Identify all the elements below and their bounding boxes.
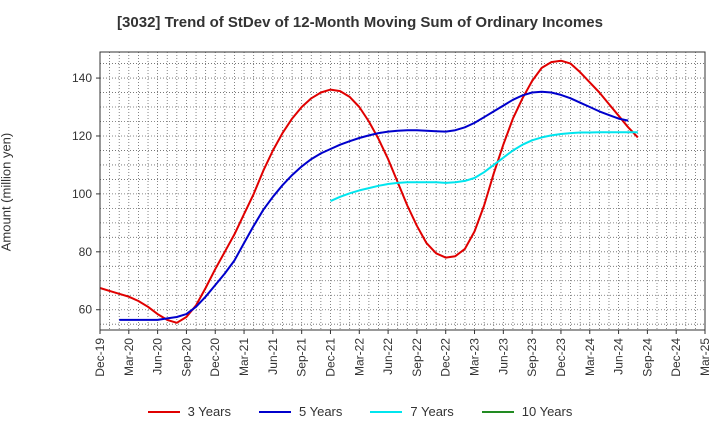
series-line-7-years (330, 131, 638, 203)
x-tick-label: Dec-23 (554, 338, 568, 377)
x-tick-label: Mar-25 (698, 338, 712, 376)
x-tick-label: Dec-20 (208, 338, 222, 377)
x-tick-label: Mar-20 (122, 338, 136, 376)
x-tick-label: Sep-24 (640, 338, 654, 377)
legend-item-5-years: 5 Years (259, 404, 342, 419)
legend-swatch (259, 410, 291, 413)
y-tick-label: 60 (79, 303, 93, 317)
x-tick-label: Sep-21 (295, 338, 309, 377)
legend-item-7-years: 7 Years (370, 404, 454, 419)
x-tick-label: Mar-22 (352, 338, 366, 376)
legend-swatch (147, 410, 180, 413)
legend-label: 5 Years (299, 404, 343, 419)
y-tick-label: 140 (72, 71, 92, 85)
x-tick-label: Mar-24 (583, 338, 597, 376)
series-line-5-years (119, 90, 629, 321)
legend-label: 7 Years (410, 404, 454, 419)
legend-swatch (370, 410, 403, 413)
x-tick-label: Sep-20 (179, 338, 193, 377)
x-tick-label: Dec-24 (669, 338, 683, 377)
x-tick-label: Jun-24 (612, 338, 626, 375)
x-tick-label: Jun-22 (381, 338, 395, 375)
chart-title: [3032] Trend of StDev of 12-Month Moving… (117, 14, 603, 31)
legend-label: 10 Years (521, 404, 573, 419)
series-line-3-years (99, 59, 639, 324)
y-tick-label: 80 (79, 245, 93, 259)
legend-swatch (481, 410, 514, 413)
x-tick-label: Sep-22 (410, 338, 424, 377)
legend: 3 Years 5 Years 7 Years 10 Years (0, 404, 720, 419)
legend-item-3-years: 3 Years (147, 404, 231, 419)
y-tick-label: 120 (72, 129, 92, 143)
plot-frame (99, 51, 706, 331)
x-tick-label: Dec-21 (323, 338, 337, 377)
x-tick-label: Dec-22 (439, 338, 453, 377)
x-tick-label: Sep-23 (525, 338, 539, 377)
x-tick-label: Jun-20 (151, 338, 165, 375)
x-tick-label: Jun-23 (496, 338, 510, 375)
legend-item-10-years: 10 Years (481, 404, 573, 419)
x-tick-label: Mar-21 (237, 338, 251, 376)
plot-area: 60 80 100 120 140 Dec-19 Mar-20 Jun-20 Sep-20 Dec… (72, 51, 712, 377)
legend-label: 3 Years (187, 404, 231, 419)
y-tick-label: 100 (72, 187, 92, 201)
x-tick-label: Dec-19 (93, 338, 107, 377)
x-tick-label: Mar-23 (468, 338, 482, 376)
x-tick-label: Jun-21 (266, 338, 280, 375)
